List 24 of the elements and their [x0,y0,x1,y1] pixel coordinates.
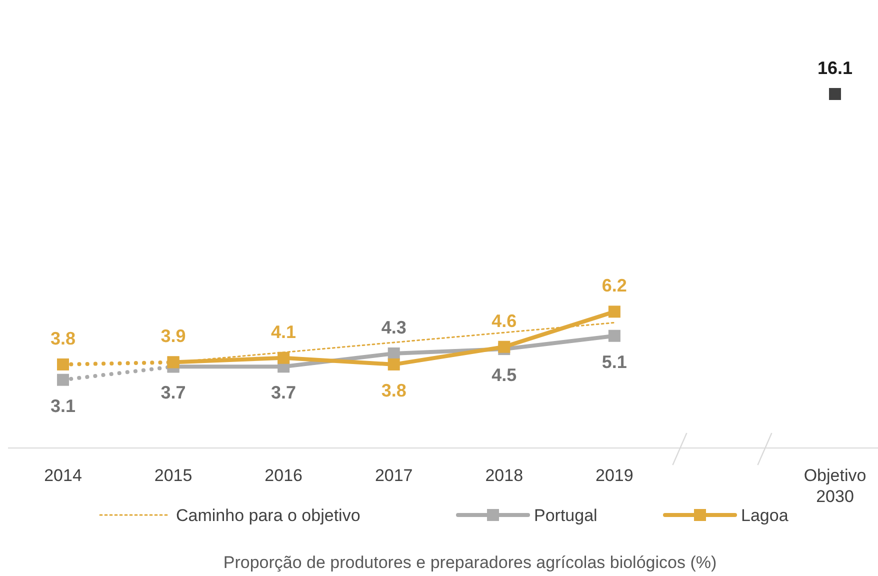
data-label: 3.1 [50,396,76,416]
x-tick-label: 2017 [374,466,413,485]
data-label: 3.7 [160,382,186,403]
x-tick-label: Objetivo 2030 [804,466,866,506]
x-tick-label: 2014 [44,466,82,485]
data-label: 4.6 [492,310,517,331]
x-tick-label: 2018 [485,466,524,485]
text: Proporção de produtores e preparadores agrícolas biológicos (%) [223,553,717,572]
legend-label: Caminho para o objetivo [176,506,360,525]
data-label: 3.9 [160,326,186,346]
data-label: 3.8 [50,328,76,348]
x-tick-label: 2016 [264,466,302,485]
data-label: 4.1 [271,322,296,342]
legend-label: Portugal [534,506,598,525]
data-label: 16.1 [817,58,853,78]
x-tick-label: 2019 [596,466,634,485]
data-label: 4.5 [492,365,517,386]
data-label: 3.8 [381,380,406,400]
data-label: 3.7 [271,382,296,403]
data-label: 6.2 [602,276,627,296]
data-label: 4.3 [381,317,406,338]
legend-label: Lagoa [741,506,789,525]
x-tick-label: 2015 [154,466,192,485]
data-label: 5.1 [602,352,627,372]
